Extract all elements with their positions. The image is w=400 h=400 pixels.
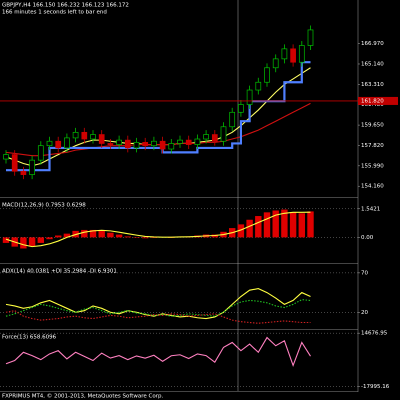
candle-body: [116, 139, 122, 145]
y-tick-label: 166.970: [361, 41, 384, 47]
histogram-bar: [46, 237, 53, 240]
y-tick-label: 155.990: [361, 163, 384, 169]
histogram-bar: [89, 229, 97, 238]
candle-body: [185, 139, 192, 145]
histogram-bar: [133, 237, 140, 238]
candle-body: [177, 139, 183, 144]
panel-title: ADX(14) 40.0381 +DI 35.2984 -DI 6.9301: [2, 269, 117, 275]
candle-body: [3, 154, 9, 160]
candle-body: [29, 159, 35, 175]
panel-title: MACD(12,26,9) 0.7953 0.6298: [2, 203, 86, 209]
candle-body: [281, 48, 288, 60]
histogram-bar: [289, 212, 297, 238]
y-tick-label: 14676.95: [361, 331, 388, 337]
candle-body: [159, 140, 166, 150]
candle-body: [255, 81, 262, 91]
candle-body: [246, 89, 253, 105]
candle-body: [55, 140, 62, 149]
histogram-bar: [81, 229, 88, 238]
histogram-bar: [281, 209, 288, 238]
histogram-bar: [255, 216, 262, 238]
panel-title: Force(13) 658.6096: [2, 335, 57, 341]
footer: FXPRIMUS MT4, © 2001-2013, MetaQuotes So…: [2, 393, 163, 400]
histogram-bar: [307, 211, 314, 238]
histogram-bar: [124, 236, 131, 238]
y-tick-label: 165.140: [361, 61, 384, 67]
indicator-line: [5, 336, 311, 368]
histogram-bar: [37, 237, 44, 243]
y-tick-label: 157.820: [361, 143, 384, 149]
histogram-bar: [20, 237, 27, 249]
y-tick-label: 154.160: [361, 184, 384, 190]
candle-body: [72, 131, 79, 139]
candle-body: [64, 137, 70, 149]
candle-body: [220, 126, 227, 142]
candle-body: [142, 141, 149, 147]
y-tick-label: 0.00: [361, 235, 374, 241]
panel-subtitle: 166 minutes 1 seconds left to bar end: [2, 10, 107, 16]
histogram-bar: [263, 212, 271, 238]
panel-title: GBPJPY,H4 166.150 166.232 166.123 166.17…: [2, 3, 129, 9]
histogram-bar: [115, 234, 123, 238]
candle-body: [229, 111, 236, 128]
histogram-bar: [63, 233, 71, 238]
histogram-bar: [272, 210, 279, 238]
indicator-line: [5, 211, 311, 248]
indicator-line: [5, 288, 311, 320]
candle-body: [298, 45, 305, 63]
y-tick-label: 163.310: [361, 82, 384, 88]
histogram-bar: [28, 237, 36, 247]
histogram-bar: [98, 230, 105, 238]
candle-body: [211, 134, 218, 142]
y-tick-label: 20: [361, 310, 368, 316]
histogram-bar: [237, 224, 245, 238]
y-tick-label: 159.650: [361, 123, 384, 129]
candle-body: [151, 140, 157, 147]
indicator-line: [5, 310, 311, 324]
candle-body: [272, 58, 279, 69]
candle-body: [133, 141, 140, 149]
candle-body: [290, 48, 296, 63]
y-tick-label: 70: [361, 270, 368, 276]
y-tick-label: -17995.16: [361, 384, 390, 390]
candle-body: [203, 134, 209, 140]
candle-body: [168, 143, 175, 150]
y-tick-label: 1.5421: [361, 206, 380, 212]
candle-body: [264, 67, 270, 83]
histogram-bar: [142, 237, 149, 239]
histogram-bar: [298, 213, 305, 238]
level-tag: [358, 96, 398, 105]
histogram-bar: [246, 219, 253, 238]
level-label: 161.820: [361, 98, 384, 104]
candle-body: [46, 140, 53, 147]
y-tick-label: 161.480: [361, 102, 384, 108]
candle-body: [238, 104, 244, 113]
histogram-bar: [55, 235, 62, 238]
candle-body: [90, 134, 96, 140]
candle-body: [11, 154, 18, 172]
indicator-line: [5, 102, 311, 157]
candle-body: [20, 170, 27, 175]
candle-body: [124, 139, 131, 149]
candle-body: [107, 143, 114, 145]
candle-body: [81, 131, 88, 140]
candle-body: [194, 138, 201, 145]
candle-body: [98, 134, 105, 144]
histogram-bar: [107, 232, 114, 238]
candle-body: [37, 145, 44, 161]
candle-body: [307, 29, 314, 46]
histogram-bar: [150, 237, 158, 238]
histogram-bar: [2, 237, 10, 243]
